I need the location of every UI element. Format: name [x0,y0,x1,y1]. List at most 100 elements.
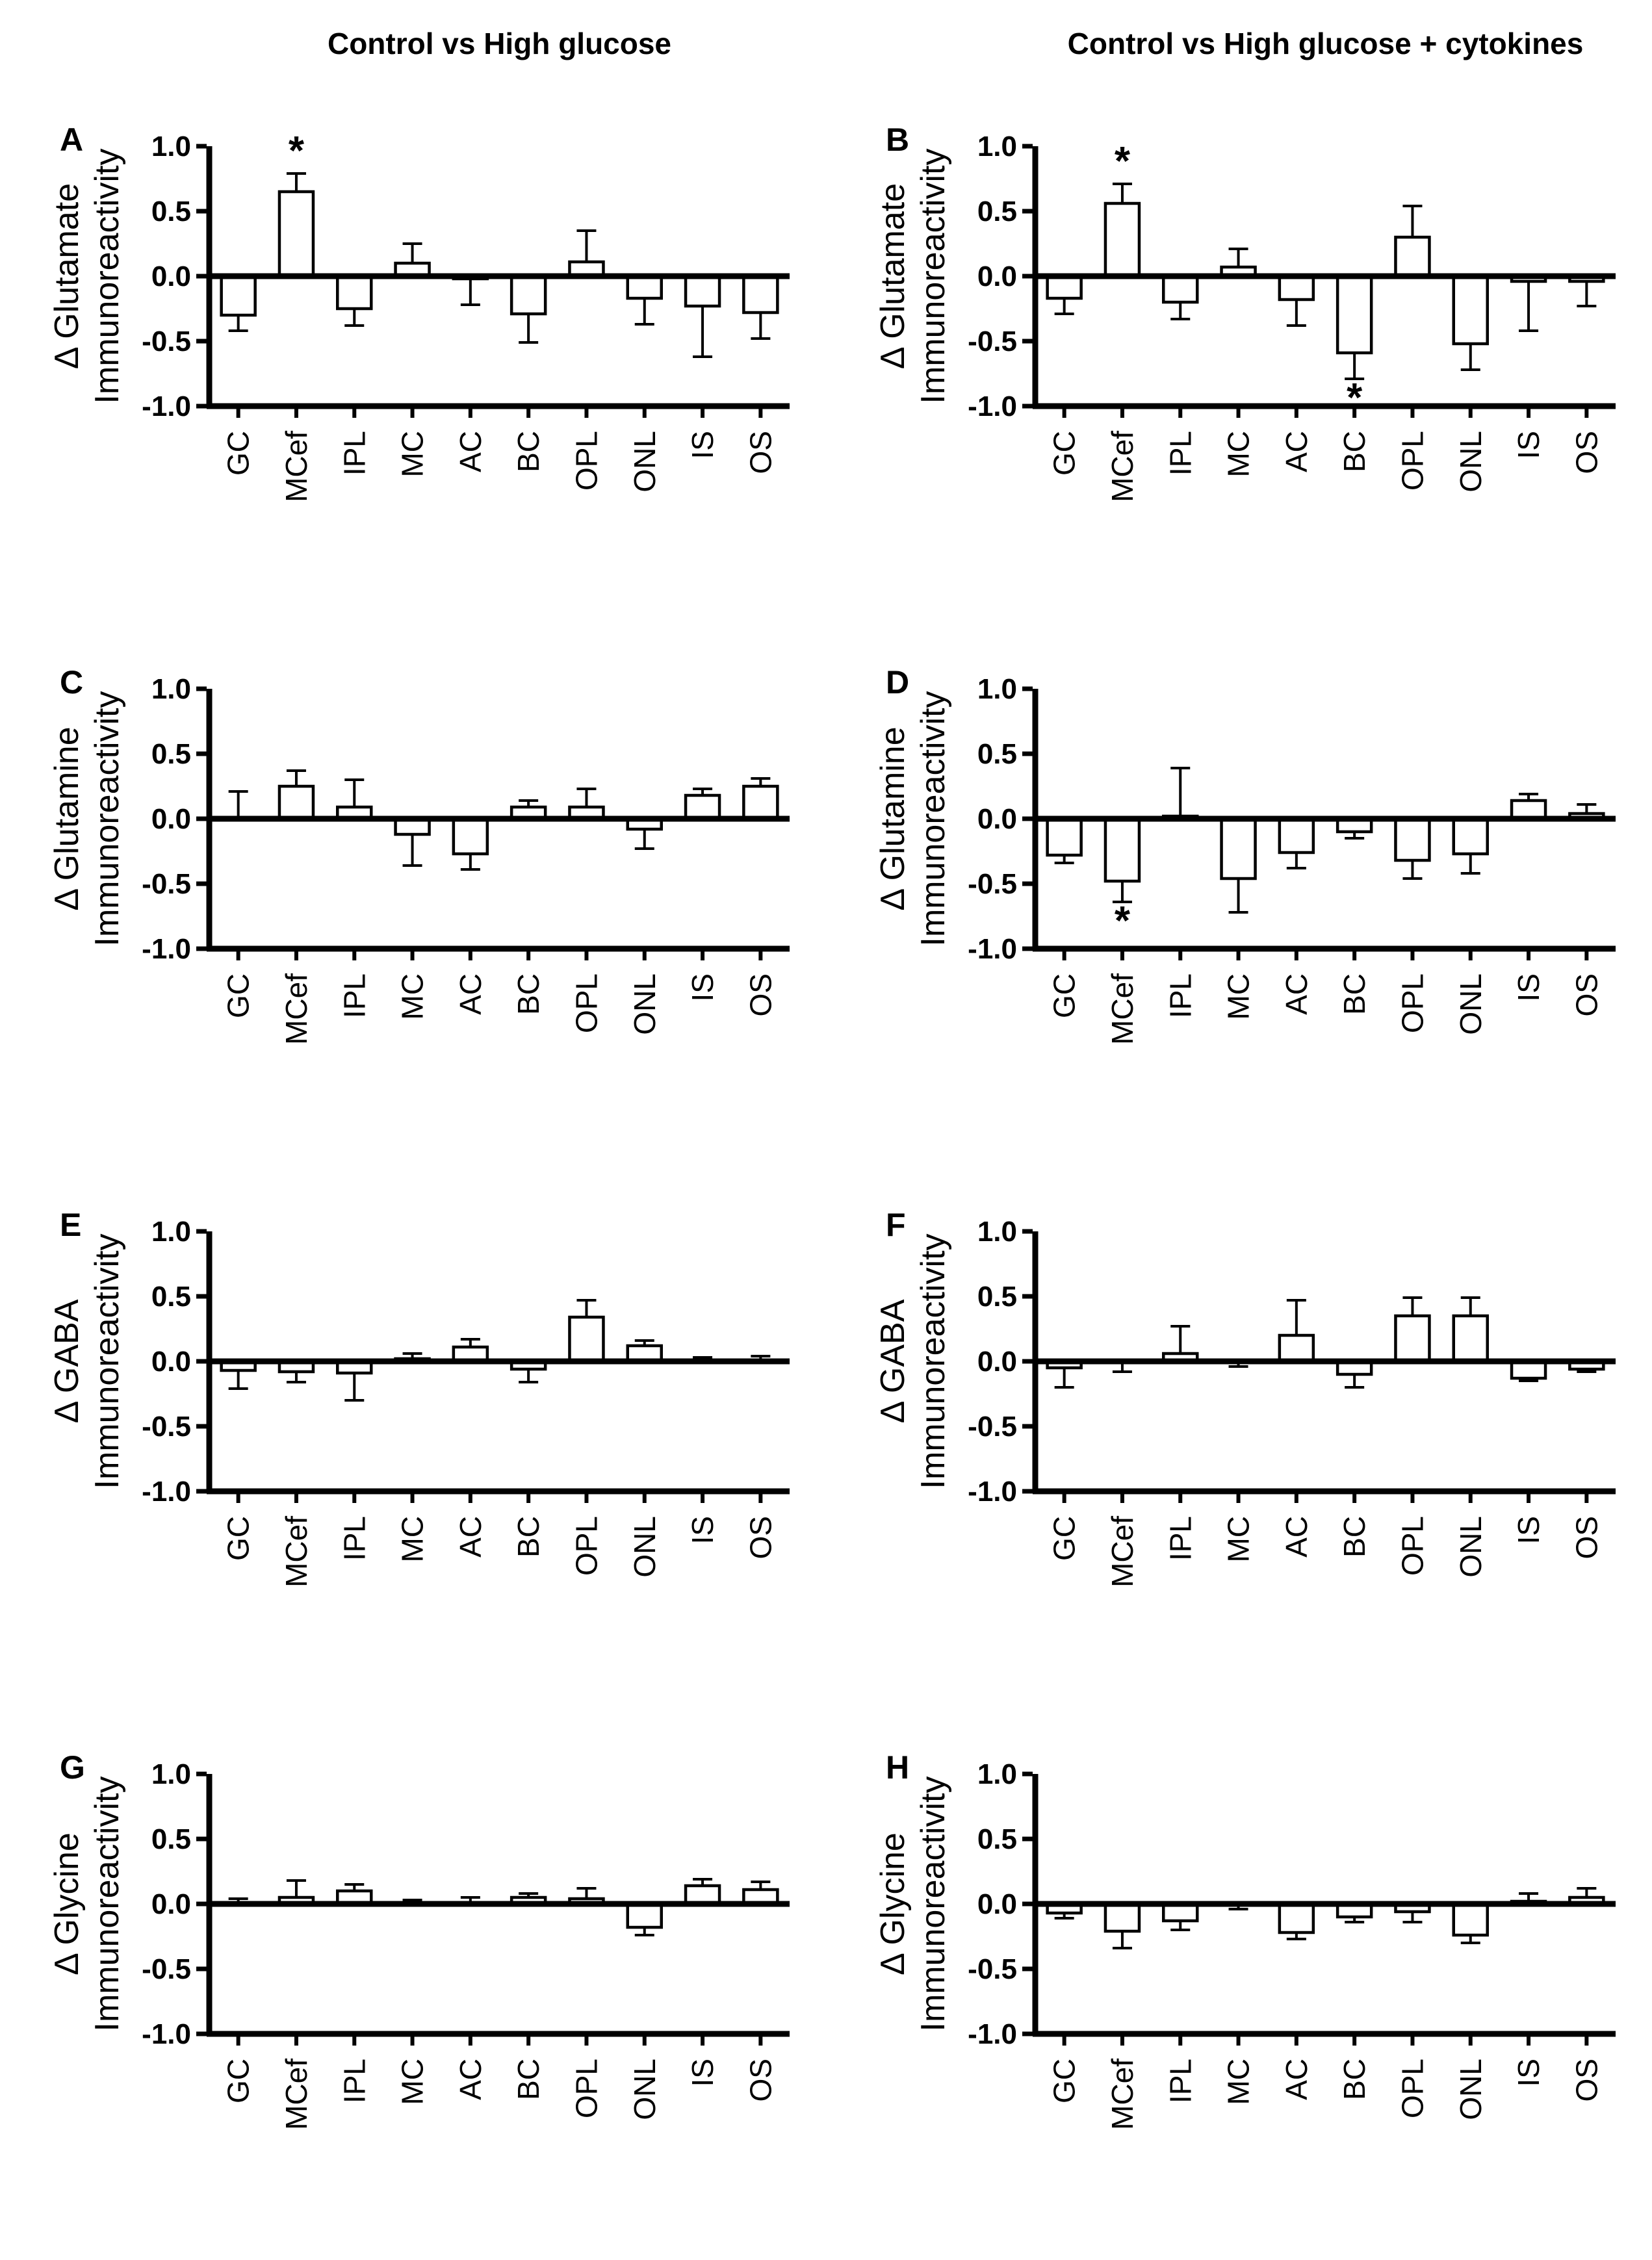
bar-IS [684,793,721,821]
x-tick-label-AC: AC [1280,973,1313,1015]
bar-BC [510,274,547,316]
x-tick-label-GC: GC [1048,2059,1081,2103]
x-tick-label-OPL: OPL [569,973,603,1033]
x-tick-label-IS: IS [686,2059,719,2087]
x-tick-label-MCef: MCef [1105,1516,1139,1587]
significance-asterisk-a-MCef: * [289,129,305,173]
x-tick-label-IPL: IPL [337,431,371,476]
x-tick-label-IPL: IPL [337,973,371,1018]
y-axis-title-line2: Immunoreactivity [914,1777,952,2032]
y-axis-title-line2: Immunoreactivity [88,149,126,404]
y-axis-title-line1: Δ Glycine [48,1832,86,1975]
x-tick-label-BC: BC [511,431,545,472]
y-axis-title-line1: Δ Glutamine [48,726,86,910]
panel-b-chart: B Δ Glutamate Immunoreactivity 1.0 0.5 0.0 -0.… [874,122,1616,502]
x-tick-label-OS: OS [743,973,777,1016]
x-tick-label-IS: IS [1512,431,1545,459]
x-tick-label-MCef: MCef [1105,431,1139,502]
x-tick-label-ONL: ONL [1454,431,1488,493]
y-axis-title-line2: Immunoreactivity [914,691,952,947]
panel-letter-c: C [60,664,83,700]
y-axis-title-line1: Δ Glutamine [874,726,912,910]
panel-letter-e: E [60,1207,81,1243]
y-axis-title-line1: Δ GABA [874,1299,912,1423]
y-axis-title-line2: Immunoreactivity [88,691,126,947]
x-tick-label-ONL: ONL [628,2059,662,2120]
x-tick-label-IPL: IPL [337,1516,371,1561]
x-tick-label-IPL: IPL [1163,1516,1197,1561]
x-tick-label-AC: AC [454,431,487,472]
x-tick-label-IS: IS [1512,1516,1545,1544]
x-tick-label-OS: OS [743,431,777,474]
y-tick-label: -0.5 [968,1411,1017,1443]
x-tick-label-ONL: ONL [628,973,662,1035]
y-tick-label: -0.5 [142,868,191,900]
y-axis-title-line1: Δ Glutamate [874,183,912,369]
y-tick-label: 1.0 [151,673,191,705]
bar-IPL [336,274,373,311]
y-tick-label: -1.0 [142,933,191,965]
x-tick-label-AC: AC [454,2059,487,2100]
y-tick-label: 0.5 [151,738,191,770]
x-tick-label-IPL: IPL [1163,431,1197,476]
x-tick-label-OPL: OPL [1395,1516,1429,1576]
panel-letter-g: G [60,1749,85,1786]
y-tick-label: 1.0 [977,1758,1017,1790]
x-tick-label-MC: MC [1222,2059,1256,2105]
significance-asterisk-b-MCef: * [1115,139,1131,184]
y-tick-label: 0.0 [151,803,191,835]
x-tick-label-MCef: MCef [279,973,313,1045]
x-tick-label-OPL: OPL [569,1516,603,1576]
x-tick-label-IS: IS [1512,2059,1545,2087]
panel-letter-h: H [886,1749,909,1786]
panel-c-chart: C Δ Glutamine Immunoreactivity 1.0 0.5 0.0 -0.… [48,664,790,1045]
y-tick-label: 0.0 [151,1888,191,1920]
x-tick-label-GC: GC [222,1516,255,1561]
y-tick-label: -1.0 [142,391,191,422]
y-tick-label: -1.0 [142,1476,191,1508]
bar-IS [684,274,721,308]
x-tick-label-BC: BC [511,973,545,1015]
bar-OPL [1394,235,1431,278]
panel-a-chart: A Δ Glutamate Immunoreactivity 1.0 0.5 0.0 -0.… [48,122,790,502]
x-tick-label-MC: MC [396,431,430,478]
bar-OPL [1394,817,1431,862]
bar-AC [1278,1333,1315,1363]
panel-g-chart: G Δ Glycine Immunoreactivity 1.0 0.5 0.0 -0.5 -… [48,1749,790,2130]
bar-AC [1278,1902,1315,1934]
bar-GC [1046,817,1083,857]
panel-letter-f: F [886,1207,906,1243]
x-tick-label-GC: GC [1048,1516,1081,1561]
y-tick-label: 1.0 [977,131,1017,162]
column-title-left: Control vs High glucose [327,27,672,60]
x-tick-label-BC: BC [1337,431,1371,472]
x-tick-label-AC: AC [454,973,487,1015]
bar-ONL [626,274,663,300]
bar-OPL [568,1315,605,1363]
x-tick-label-MC: MC [1222,1516,1256,1563]
x-tick-label-ONL: ONL [1454,1516,1488,1578]
bar-ONL [1452,1902,1489,1937]
x-tick-label-BC: BC [511,2059,545,2100]
bar-ONL [1452,817,1489,856]
y-tick-label: -1.0 [968,1476,1017,1508]
y-tick-label: 1.0 [977,673,1017,705]
bar-IPL [1162,274,1199,304]
x-tick-label-IS: IS [686,973,719,1001]
significance-asterisk-d-MCef: * [1115,899,1131,944]
x-tick-label-AC: AC [1280,2059,1313,2100]
x-tick-label-OPL: OPL [569,2059,603,2118]
y-axis-title-line1: Δ Glutamate [48,183,86,369]
x-tick-label-BC: BC [1337,2059,1371,2100]
x-tick-label-MC: MC [396,2059,430,2105]
bar-GC [220,274,257,317]
y-tick-label: 0.5 [977,738,1017,770]
x-tick-label-OS: OS [1569,431,1603,474]
y-tick-label: -1.0 [142,2018,191,2050]
bar-GC [1046,274,1083,300]
x-tick-label-MC: MC [396,973,430,1020]
y-tick-label: -1.0 [968,2018,1017,2050]
x-tick-label-OS: OS [1569,973,1603,1016]
y-tick-label: -0.5 [968,1953,1017,1985]
